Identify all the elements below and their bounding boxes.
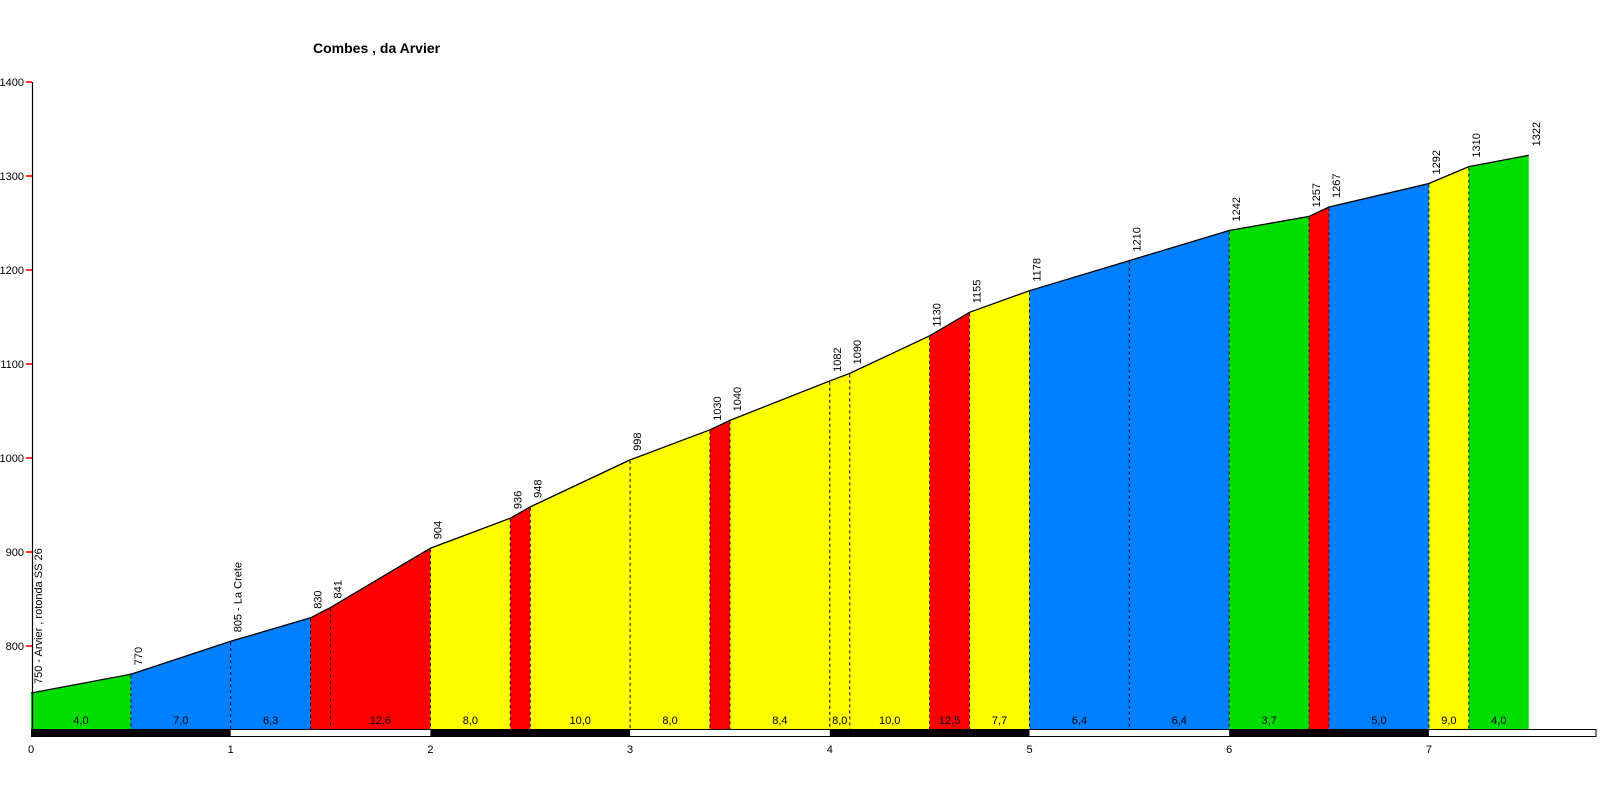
profile-segment xyxy=(310,607,331,729)
elevation-label: 1322 xyxy=(1531,122,1543,146)
x-axis-tick-label: 4 xyxy=(827,744,833,756)
gradient-label: 10,0 xyxy=(879,715,900,727)
profile-segment xyxy=(729,380,830,729)
y-axis-tick-label: 900 xyxy=(6,547,24,559)
profile-segment xyxy=(1129,230,1230,729)
gradient-label: 8,4 xyxy=(772,715,787,727)
profile-segment xyxy=(929,312,970,729)
x-axis-tick-label: 7 xyxy=(1426,744,1432,756)
elevation-label: 1040 xyxy=(732,387,744,411)
gradient-label: 12,5 xyxy=(939,715,960,727)
y-axis-tick-label: 1200 xyxy=(0,265,24,277)
profile-segment xyxy=(1468,155,1529,729)
profile-segment xyxy=(430,518,511,729)
elevation-labels: 750 - Arvier , rotonda SS 26 770 805 - La … xyxy=(33,122,1543,684)
y-axis-tick-label: 800 xyxy=(6,641,24,653)
gradient-label: 8,0 xyxy=(832,715,847,727)
profile-segment xyxy=(1229,216,1310,730)
chart-title: Combes , da Arvier xyxy=(313,40,441,56)
x-axis-tick-label: 2 xyxy=(427,744,433,756)
km-bar xyxy=(31,729,1597,737)
profile-segment xyxy=(31,674,131,729)
profile-segment xyxy=(1029,260,1130,729)
gradient-label: 6,3 xyxy=(263,715,278,727)
elevation-label: 998 xyxy=(632,433,644,451)
profile-line xyxy=(30,154,1529,694)
x-axis-tick-label: 3 xyxy=(627,744,633,756)
gradient-label: 4,0 xyxy=(73,715,88,727)
elevation-label: 904 xyxy=(432,521,444,539)
gradient-label: 7,0 xyxy=(173,715,188,727)
elevation-label: 948 xyxy=(532,480,544,498)
elevation-label: 1242 xyxy=(1231,197,1243,221)
profile-segment xyxy=(1428,166,1469,730)
y-axis-tick-label: 1000 xyxy=(0,453,24,465)
km-bar-dark-block xyxy=(430,729,631,737)
x-axis-tick-label: 1 xyxy=(228,744,234,756)
gradient-label: 8,0 xyxy=(662,715,677,727)
km-bar-dark-block xyxy=(1229,729,1429,737)
elevation-label: 1082 xyxy=(832,347,844,371)
gradient-label: 3,7 xyxy=(1261,715,1276,727)
profile-segment xyxy=(969,290,1030,729)
profile-line-layer xyxy=(30,154,1529,694)
profile-segment xyxy=(1309,207,1330,729)
elevation-label: 1130 xyxy=(932,303,944,327)
gradient-label: 9,0 xyxy=(1441,715,1456,727)
y-axis-tick-label: 1100 xyxy=(0,359,24,371)
elevation-label: 1178 xyxy=(1032,258,1044,282)
segment-boundary-layer xyxy=(130,167,1470,729)
elevation-label: 1267 xyxy=(1331,174,1343,198)
elevation-label: 1210 xyxy=(1131,227,1143,251)
profile-segment xyxy=(849,335,930,729)
profile-segment xyxy=(709,420,730,729)
elevation-label: 830 xyxy=(313,590,325,608)
profile-segment xyxy=(829,373,850,729)
elevation-label: 750 - Arvier , rotonda SS 26 xyxy=(33,548,45,684)
y-axis-tick-label: 1300 xyxy=(0,171,24,183)
gradient-label: 4,0 xyxy=(1491,715,1506,727)
elevation-label: 1155 xyxy=(972,280,984,304)
elevation-label: 936 xyxy=(512,491,524,509)
gradient-label: 12,6 xyxy=(370,715,391,727)
gradient-labels: 4,0 7,0 6,3 12,6 8,0 10,0 8,0 8,4 8,0 10,0 12,5 7,7… xyxy=(73,715,1506,727)
km-bar-dark-block xyxy=(31,729,231,737)
elevation-label: 841 xyxy=(333,580,345,598)
x-axis-tick-label: 6 xyxy=(1226,744,1232,756)
profile-fill-layer xyxy=(31,155,1529,730)
profile-segment xyxy=(230,617,311,729)
elevation-label: 1292 xyxy=(1431,150,1443,174)
profile-segment xyxy=(530,459,631,729)
x-axis-tick-label: 5 xyxy=(1026,744,1032,756)
profile-segment xyxy=(630,429,710,729)
gradient-label: 10,0 xyxy=(569,715,590,727)
elevation-label: 770 xyxy=(133,647,145,665)
profile-segment xyxy=(510,506,531,729)
y-axis: 800 900 1000 1100 1200 1300 1400 xyxy=(0,77,34,729)
elevation-label: 1310 xyxy=(1471,133,1483,157)
gradient-label: 8,0 xyxy=(463,715,478,727)
gradient-label: 6,4 xyxy=(1072,715,1087,727)
profile-segment xyxy=(1329,183,1429,729)
km-bar-dark-block xyxy=(829,729,1030,737)
gradient-label: 7,7 xyxy=(992,715,1007,727)
x-axis-tick-label: 0 xyxy=(28,744,34,756)
gradient-label: 5,0 xyxy=(1371,715,1386,727)
x-axis-labels: 0 1 2 3 4 5 6 7 xyxy=(28,744,1432,756)
elevation-label: 1030 xyxy=(712,396,724,420)
gradient-label: 6,4 xyxy=(1172,715,1187,727)
profile-segment xyxy=(130,641,231,729)
profile-segment xyxy=(330,548,431,729)
elevation-label: 805 - La Crete xyxy=(233,562,245,632)
elevation-label: 1257 xyxy=(1311,183,1323,207)
elevation-label: 1090 xyxy=(852,340,864,364)
y-axis-tick-label: 1400 xyxy=(0,77,24,89)
